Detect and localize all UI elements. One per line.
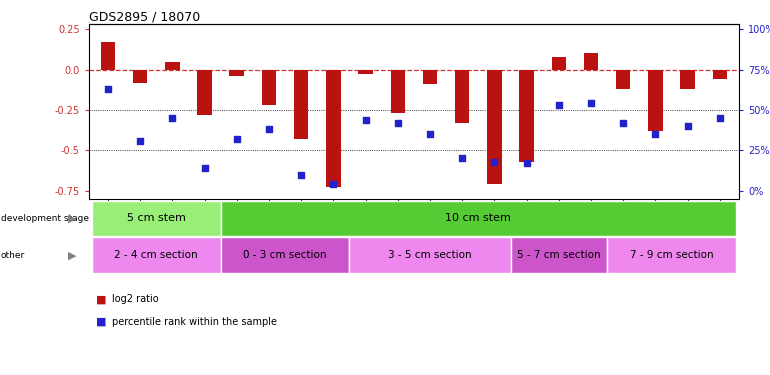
Point [134,138,146,144]
Bar [262,70,276,105]
Bar [616,70,631,89]
Bar [487,70,501,184]
Point [553,102,565,108]
Text: ■: ■ [96,317,107,327]
Point [327,181,340,187]
Point [392,120,404,126]
Point [585,100,598,106]
Bar [326,70,340,188]
Bar [423,70,437,84]
Bar [294,70,309,139]
Bar [165,62,179,70]
Text: ■: ■ [96,294,107,304]
Bar [551,57,566,70]
Bar [681,70,695,89]
Bar [390,70,405,113]
Bar [648,70,663,131]
Text: 7 - 9 cm section: 7 - 9 cm section [630,250,713,260]
Point [456,155,468,161]
Point [166,115,179,121]
Bar [197,70,212,115]
Text: log2 ratio: log2 ratio [112,294,159,304]
Bar [358,70,373,74]
Point [424,131,436,137]
Point [521,160,533,166]
Bar [712,70,727,79]
Point [263,126,275,132]
Point [681,123,694,129]
Bar [519,70,534,162]
Text: percentile rank within the sample: percentile rank within the sample [112,317,276,327]
Text: 10 cm stem: 10 cm stem [445,213,511,223]
Text: 3 - 5 cm section: 3 - 5 cm section [388,250,472,260]
Point [488,159,500,165]
Point [649,131,661,137]
Bar [455,70,470,123]
Text: GDS2895 / 18070: GDS2895 / 18070 [89,10,199,23]
Text: 5 cm stem: 5 cm stem [127,213,186,223]
Point [230,136,243,142]
Text: other: other [1,251,25,260]
Text: ▶: ▶ [68,250,77,260]
Point [295,171,307,177]
Point [102,86,114,92]
Point [714,115,726,121]
Bar [229,70,244,76]
Point [360,117,372,123]
Text: 0 - 3 cm section: 0 - 3 cm section [243,250,326,260]
Point [199,165,211,171]
Text: ▶: ▶ [68,213,77,223]
Text: 2 - 4 cm section: 2 - 4 cm section [115,250,198,260]
Text: 5 - 7 cm section: 5 - 7 cm section [517,250,601,260]
Bar [133,70,147,82]
Text: development stage: development stage [1,214,89,223]
Point [617,120,629,126]
Bar [584,54,598,70]
Bar [101,42,116,70]
